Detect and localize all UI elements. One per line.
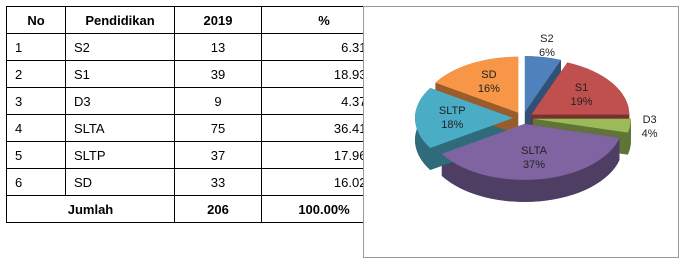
table-cell: Pendidikan [65, 6, 175, 34]
table-cell: 37 [174, 141, 262, 169]
table-row: No Pendidikan 2019% [6, 6, 387, 34]
table-cell: 9 [174, 87, 262, 115]
pie-slice [531, 62, 630, 115]
pie-slice [415, 87, 513, 149]
table-cell: S1 [65, 60, 175, 88]
pie-slice [532, 118, 631, 133]
table-cell: 6 [6, 168, 66, 196]
table-cell: 2019 [174, 6, 262, 34]
table-row: 2 S1 39 18.93% [6, 60, 387, 88]
table-cell: 13 [174, 33, 262, 61]
table-cell: SD [65, 168, 175, 196]
slice-label: SLTP [439, 105, 466, 117]
slice-value-label: 16% [478, 83, 500, 95]
table-cell: 2 [6, 60, 66, 88]
slice-value-label: 6% [539, 47, 555, 59]
pie-slice [524, 56, 561, 113]
table-cell: Jumlah [6, 195, 175, 223]
table-cell: 1 [6, 33, 66, 61]
slice-label: SLTA [521, 145, 548, 157]
slice-label: S1 [575, 82, 588, 94]
slice-label: S2 [540, 33, 553, 45]
table-cell: SLTA [65, 114, 175, 142]
table-cell: No [6, 6, 66, 34]
slice-value-label: 4% [642, 128, 658, 140]
table-cell: 75 [174, 114, 262, 142]
table-cell: D3 [65, 87, 175, 115]
slice-side [441, 137, 620, 202]
slice-value-label: 37% [523, 159, 545, 171]
table-cell: 39 [174, 60, 262, 88]
slice-label: SD [481, 69, 496, 81]
pie-slice [441, 123, 620, 180]
table-cell: 206 [174, 195, 262, 223]
table-row: 6 SD 33 16.02% [6, 168, 387, 196]
table-cell: 3 [6, 87, 66, 115]
table-row: Jumlah 206 100.00% [6, 195, 387, 223]
table-row: 5 SLTP 37 17.96% [6, 141, 387, 169]
table-row: 4 SLTA 75 36.41% [6, 114, 387, 142]
table-cell: 4 [6, 114, 66, 142]
table-cell: SLTP [65, 141, 175, 169]
pie-slice [435, 56, 519, 113]
table-cell: 5 [6, 141, 66, 169]
slice-value-label: 19% [571, 96, 593, 108]
table-row: 3 D3 9 4.37% [6, 87, 387, 115]
table-cell: S2 [65, 33, 175, 61]
slice-label: D3 [643, 114, 657, 126]
slice-value-label: 18% [441, 119, 463, 131]
pie-chart: S2 6% S1 19% D3 4% SLTA 37% SLTP 18% SD 16% [363, 6, 679, 258]
data-table: No Pendidikan 2019% 1 S2 13 6.31% 2 S1 39 18.93% 3 D… [6, 6, 387, 223]
table-cell: 33 [174, 168, 262, 196]
table-row: 1 S2 13 6.31% [6, 33, 387, 61]
